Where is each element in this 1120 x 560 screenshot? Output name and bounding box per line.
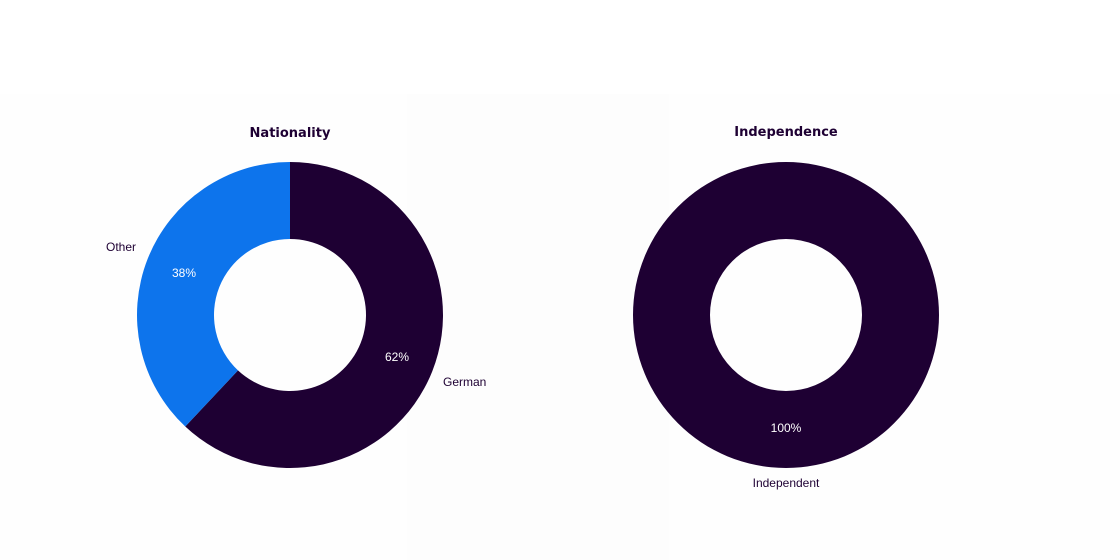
slice-independent[interactable]: [633, 162, 939, 468]
independence-slices: [633, 162, 939, 468]
pct-label-independent: 100%: [771, 421, 802, 435]
pct-label-other: 38%: [172, 266, 196, 280]
independence-chart: Independence 100% Independent: [633, 125, 939, 490]
slice-label-independent: Independent: [753, 476, 820, 490]
slice-label-other: Other: [106, 240, 136, 254]
slice-label-german: German: [443, 375, 486, 389]
nationality-chart-title: Nationality: [250, 126, 331, 141]
nationality-chart: Nationality Other 38% 62% German: [106, 126, 486, 468]
chart-panel-gap: [407, 94, 669, 560]
nationality-slices: [137, 162, 444, 468]
independence-chart-title: Independence: [734, 125, 838, 140]
pct-label-german: 62%: [385, 350, 409, 364]
slice-german[interactable]: [185, 162, 444, 468]
slice-other[interactable]: [137, 162, 290, 427]
